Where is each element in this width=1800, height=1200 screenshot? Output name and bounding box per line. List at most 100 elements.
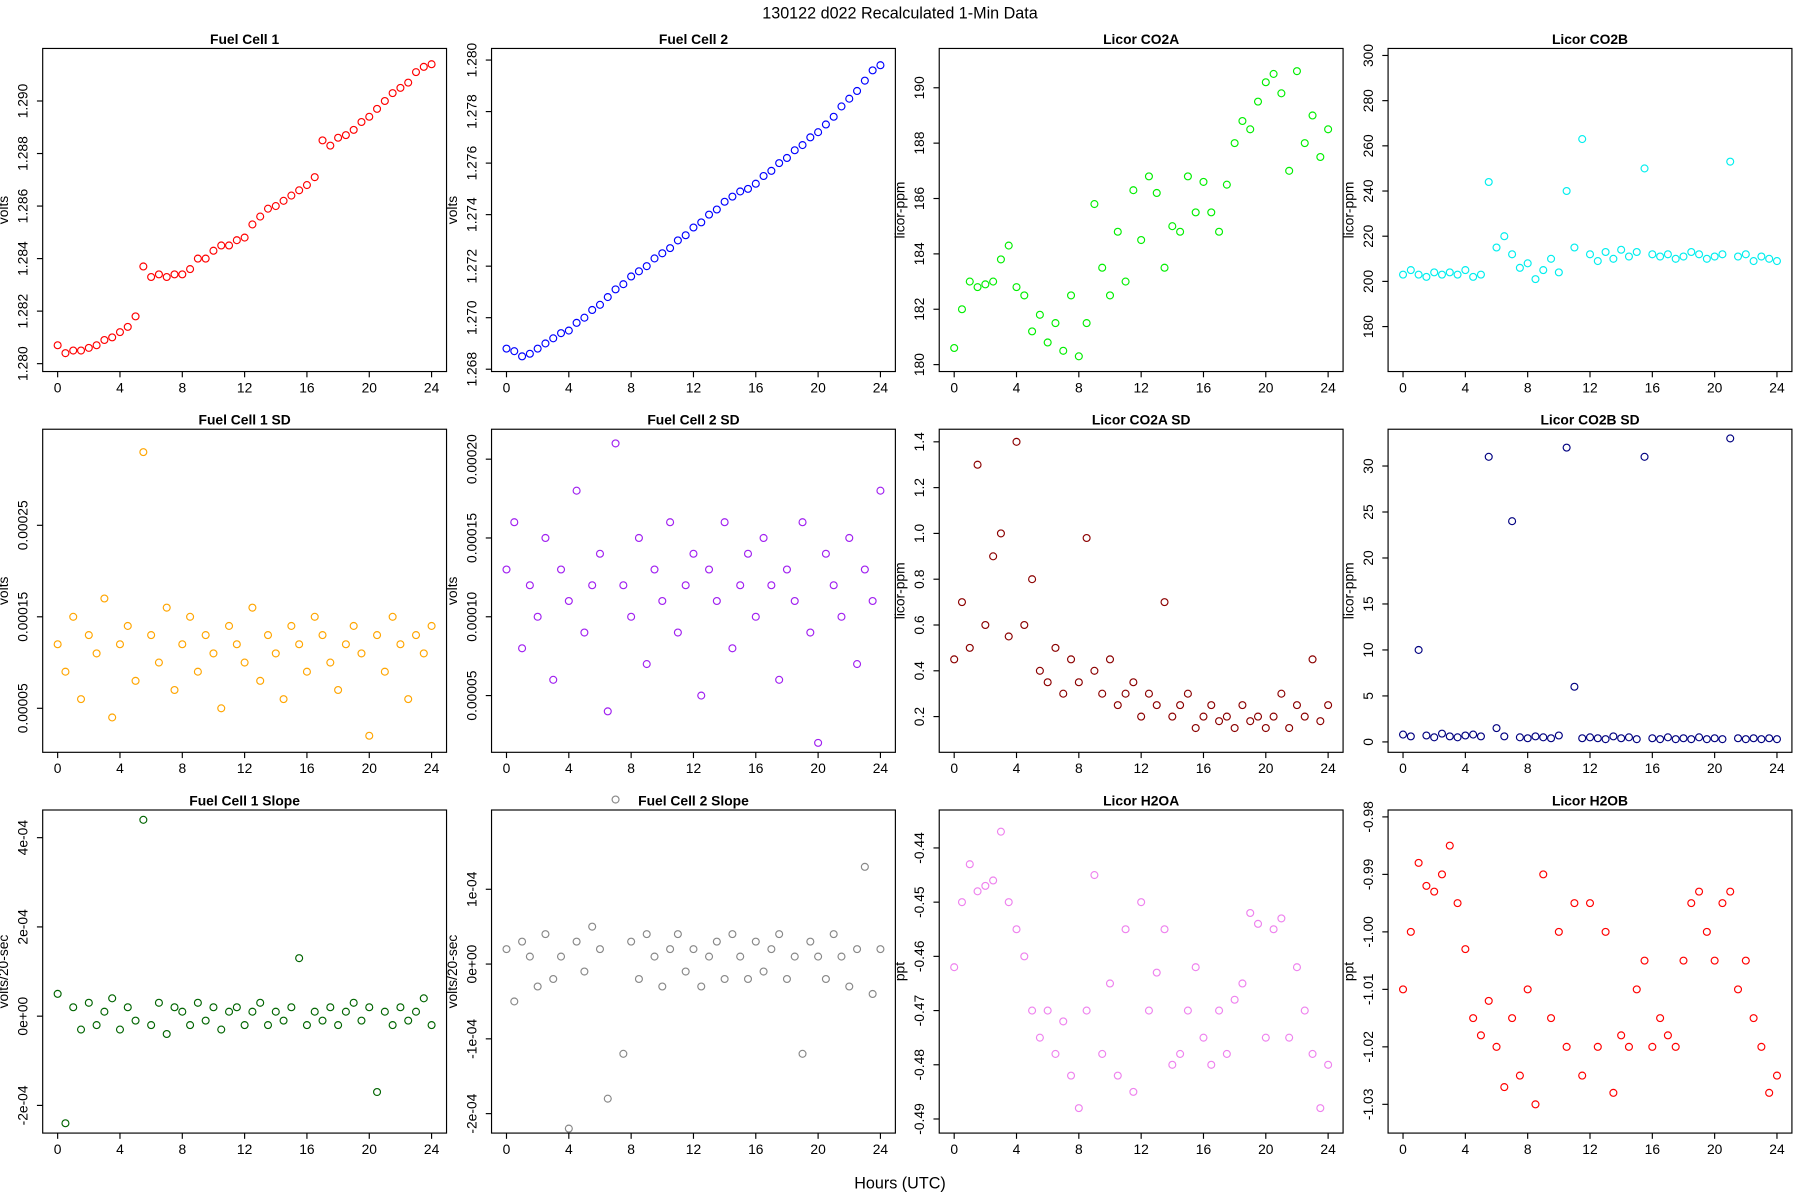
point (518, 644, 527, 653)
point (1500, 232, 1509, 241)
point (1152, 701, 1161, 710)
y-axis-label: ppt (892, 962, 908, 981)
point (603, 293, 612, 302)
x-tick-label: 0 (1399, 1141, 1407, 1157)
point (767, 166, 776, 175)
point (642, 660, 651, 669)
point (334, 1021, 343, 1030)
point (989, 876, 998, 885)
point (619, 280, 628, 289)
point (1300, 139, 1309, 148)
point (1129, 678, 1138, 687)
point (1398, 730, 1408, 739)
point (115, 640, 125, 649)
y-tick-label: 190 (911, 76, 927, 99)
point (1144, 689, 1153, 698)
y-tick-label: 1.0 (911, 523, 927, 543)
point (1570, 682, 1579, 691)
point (139, 448, 148, 457)
y-tick-label: -0.49 (911, 1103, 927, 1135)
point (1656, 735, 1665, 744)
point (580, 628, 589, 637)
point (1687, 899, 1696, 908)
point (318, 1016, 327, 1025)
x-tick-label: 12 (237, 379, 252, 395)
point (287, 191, 296, 200)
point (178, 640, 187, 649)
point (957, 598, 967, 607)
point (154, 998, 163, 1007)
point (1316, 717, 1325, 726)
point (1484, 177, 1493, 187)
point (1230, 139, 1239, 148)
point (973, 283, 982, 292)
y-tick-label: 10 (1360, 642, 1376, 658)
point (611, 285, 620, 294)
y-tick-label: 1.286 (15, 188, 31, 223)
y-tick-label: 182 (911, 298, 927, 321)
y-tick-label: -2e-04 (15, 1085, 31, 1125)
point (131, 676, 140, 685)
panel-title: Licor CO2A (1103, 31, 1179, 47)
point (1129, 186, 1138, 195)
point (100, 1007, 109, 1016)
y-tick-label: 0.00015 (15, 592, 31, 642)
point (1004, 241, 1013, 250)
point (1578, 1071, 1587, 1080)
point (1059, 689, 1068, 698)
point (349, 998, 358, 1007)
point (341, 640, 350, 649)
point (782, 974, 791, 984)
point (123, 322, 132, 331)
point (767, 581, 776, 590)
x-tick-label: 24 (873, 379, 889, 395)
point (681, 581, 690, 590)
point (224, 241, 234, 250)
x-tick-label: 4 (116, 760, 124, 776)
x-tick-label: 20 (362, 1141, 378, 1157)
point (240, 233, 249, 242)
point (1222, 1049, 1231, 1058)
y-axis-label: volts (444, 196, 460, 225)
point (588, 922, 597, 931)
point (1285, 1033, 1294, 1042)
plot-frame (490, 809, 896, 1134)
point (357, 1016, 366, 1025)
y-tick-label: 0 (1360, 738, 1376, 746)
point (1749, 257, 1758, 266)
point (193, 998, 202, 1007)
x-tick-label: 24 (424, 379, 440, 395)
point (1059, 346, 1068, 355)
point (1043, 678, 1052, 687)
x-tick-label: 16 (748, 760, 764, 776)
point (1285, 723, 1294, 733)
point (1183, 689, 1192, 698)
point (705, 210, 714, 219)
point (973, 887, 982, 896)
x-tick-label: 4 (565, 760, 573, 776)
point (1199, 712, 1208, 721)
point (396, 1003, 405, 1012)
y-tick-label: 1.276 (464, 146, 480, 181)
point (147, 272, 156, 282)
x-tick-label: 24 (1769, 379, 1785, 395)
point (728, 192, 737, 201)
point (256, 212, 265, 221)
point (1246, 125, 1255, 134)
point (108, 994, 117, 1003)
point (76, 1025, 86, 1034)
y-tick-label: 1.274 (464, 197, 480, 232)
point (388, 612, 397, 621)
point (1609, 254, 1618, 263)
point (1671, 735, 1680, 744)
point (310, 173, 319, 182)
point (1733, 985, 1743, 994)
y-tick-label: 220 (1360, 224, 1376, 247)
point (1547, 734, 1556, 743)
point (92, 1021, 101, 1030)
point (1160, 598, 1169, 607)
point (193, 667, 202, 676)
point (681, 231, 690, 240)
x-axis-label: Hours (UTC) (854, 1174, 945, 1192)
points (502, 439, 885, 747)
